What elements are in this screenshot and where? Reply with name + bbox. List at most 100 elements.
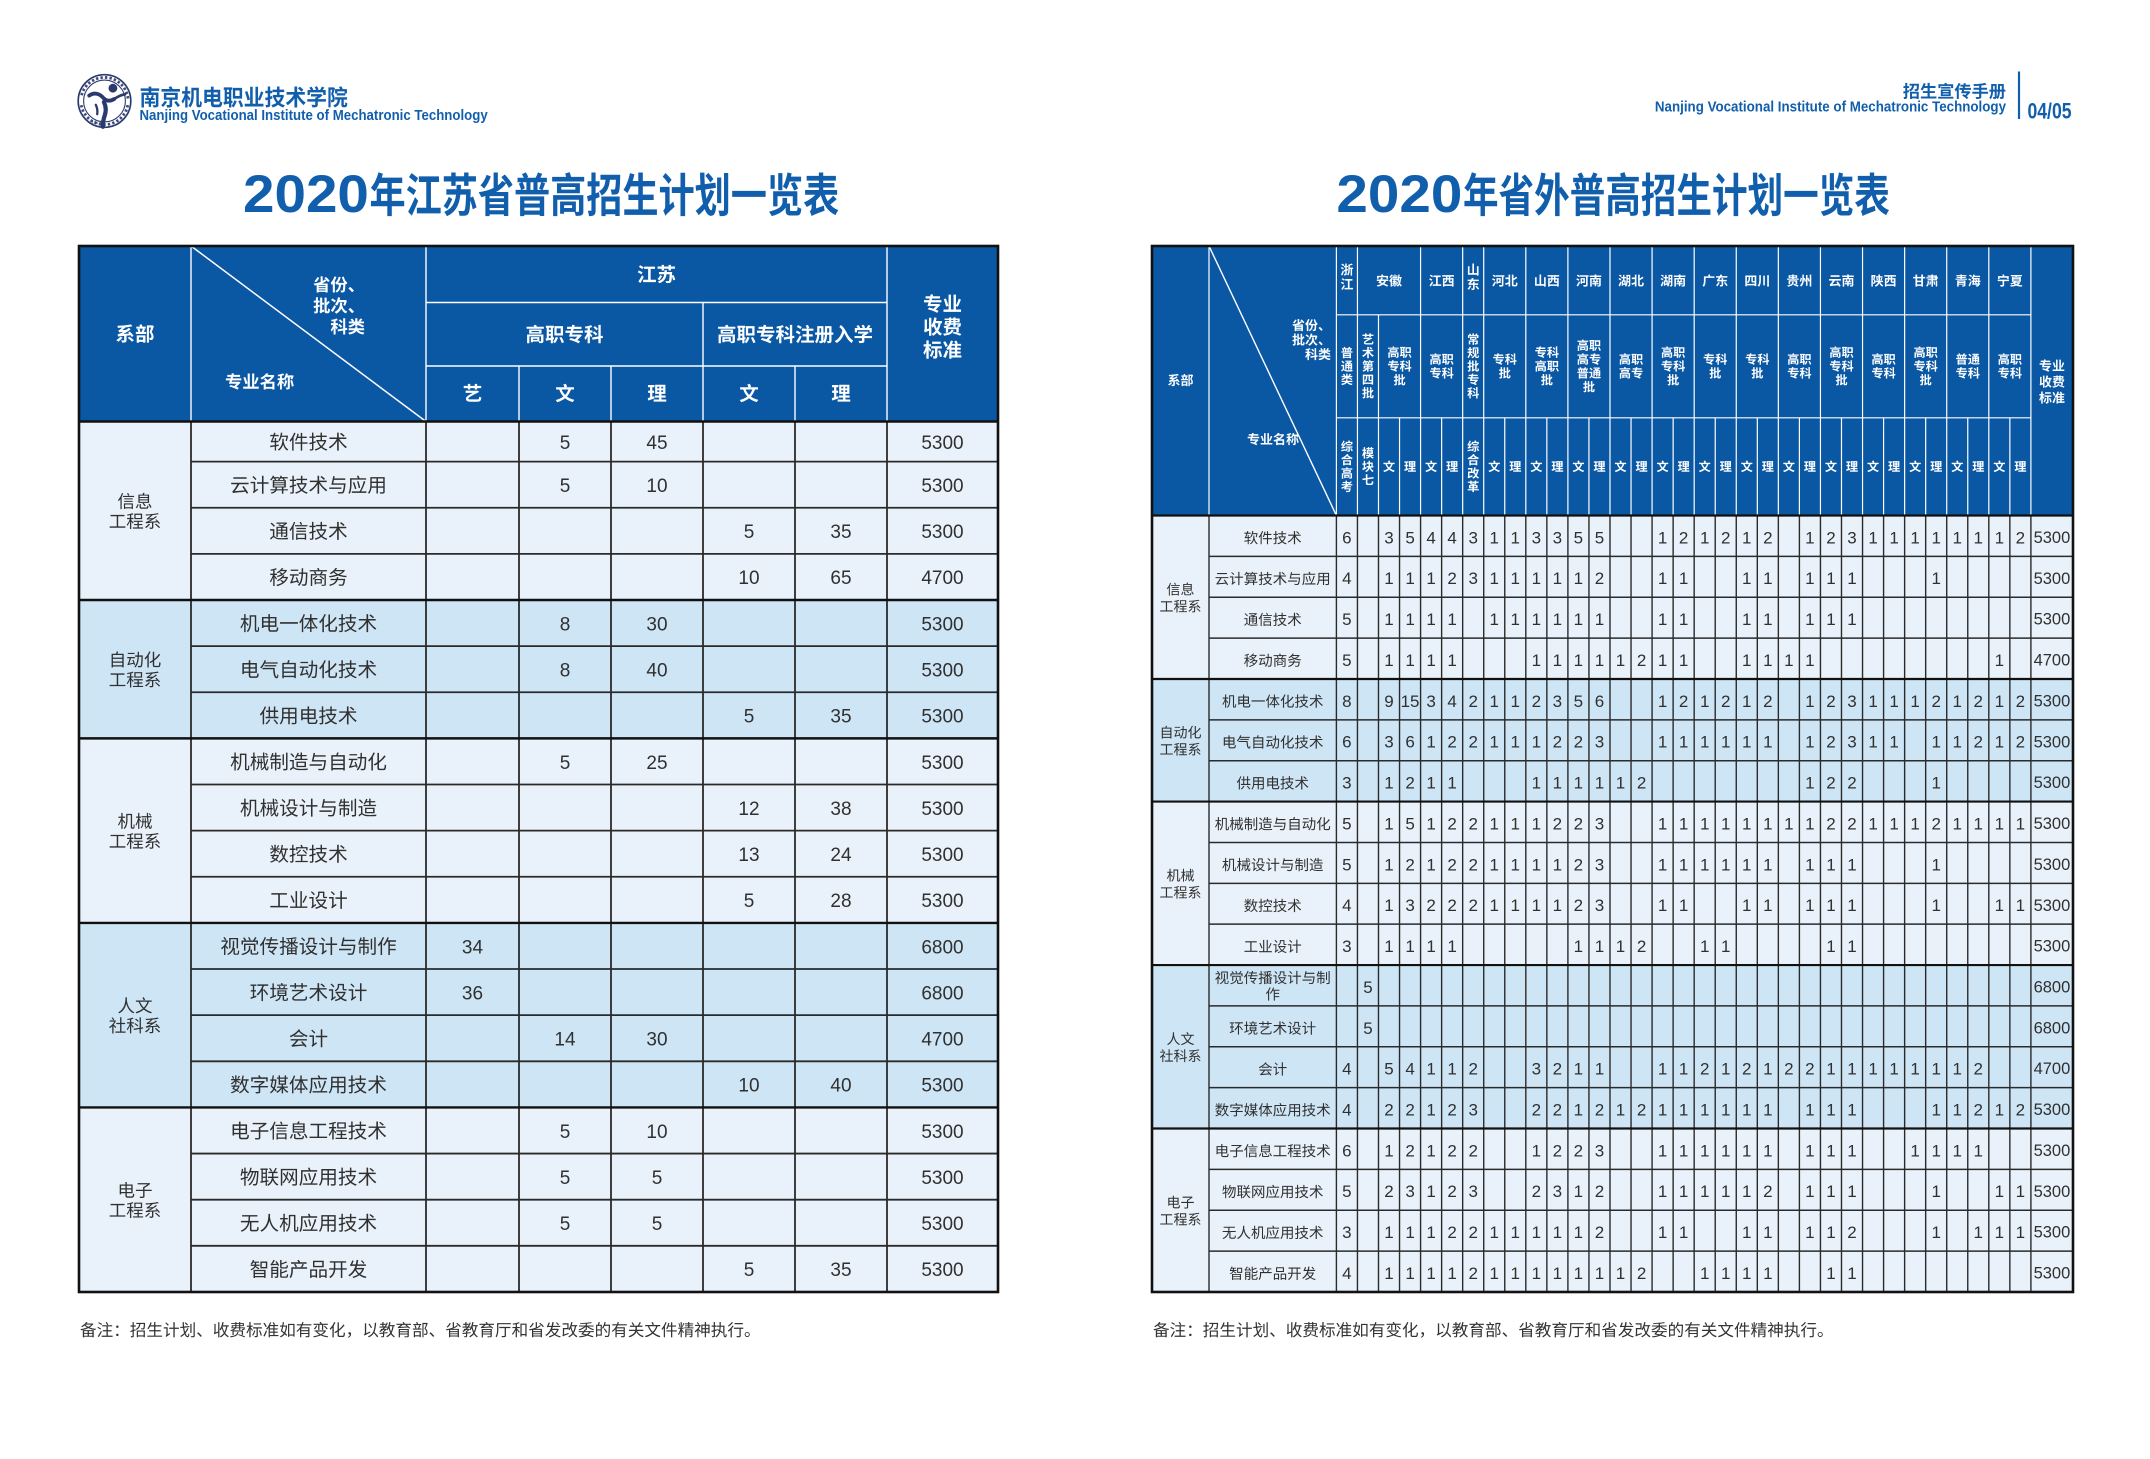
svg-text:1: 1 xyxy=(1889,528,1898,547)
svg-text:1: 1 xyxy=(1405,569,1414,588)
svg-text:4: 4 xyxy=(1405,1060,1414,1079)
svg-text:5: 5 xyxy=(1574,692,1583,711)
svg-text:3: 3 xyxy=(1595,733,1604,752)
svg-text:1: 1 xyxy=(1763,1264,1772,1283)
svg-text:2: 2 xyxy=(1637,937,1646,956)
svg-text:Nanjing Vocational Institute o: Nanjing Vocational Institute of Mechatro… xyxy=(1655,98,2006,115)
svg-text:1: 1 xyxy=(1721,1060,1730,1079)
svg-text:1: 1 xyxy=(1679,896,1688,915)
svg-text:40: 40 xyxy=(646,660,667,681)
svg-text:2: 2 xyxy=(1532,1182,1541,1201)
svg-text:1: 1 xyxy=(1721,733,1730,752)
svg-text:1: 1 xyxy=(1847,855,1856,874)
svg-text:1: 1 xyxy=(1426,1182,1435,1201)
svg-text:1: 1 xyxy=(1574,1182,1583,1201)
svg-text:1: 1 xyxy=(1763,1060,1772,1079)
svg-text:3: 3 xyxy=(1468,528,1477,547)
svg-text:36: 36 xyxy=(462,983,483,1004)
svg-text:1: 1 xyxy=(1805,855,1814,874)
svg-text:1: 1 xyxy=(2016,814,2025,833)
svg-text:5300: 5300 xyxy=(2034,1183,2071,1201)
svg-text:5: 5 xyxy=(560,1168,571,1189)
svg-text:2020: 2020 xyxy=(243,164,369,224)
svg-text:2: 2 xyxy=(1595,1100,1604,1119)
svg-text:1: 1 xyxy=(1889,733,1898,752)
svg-text:1: 1 xyxy=(1532,569,1541,588)
svg-text:1: 1 xyxy=(1511,896,1520,915)
svg-text:2: 2 xyxy=(1784,1060,1793,1079)
svg-text:5300: 5300 xyxy=(921,1260,963,1281)
svg-text:2: 2 xyxy=(1447,733,1456,752)
svg-text:1: 1 xyxy=(1847,610,1856,629)
svg-text:1: 1 xyxy=(1595,651,1604,670)
svg-text:2: 2 xyxy=(1679,692,1688,711)
svg-text:1: 1 xyxy=(1995,733,2004,752)
svg-text:1: 1 xyxy=(1889,1060,1898,1079)
svg-text:5: 5 xyxy=(1342,855,1351,874)
svg-text:1: 1 xyxy=(1616,1100,1625,1119)
svg-text:24: 24 xyxy=(830,845,852,866)
svg-text:6800: 6800 xyxy=(921,937,963,958)
svg-text:5: 5 xyxy=(560,753,571,774)
svg-text:5: 5 xyxy=(1342,651,1351,670)
svg-text:1: 1 xyxy=(1658,814,1667,833)
svg-text:4: 4 xyxy=(1342,1060,1351,1079)
svg-text:1: 1 xyxy=(1742,814,1751,833)
svg-text:1: 1 xyxy=(1805,610,1814,629)
svg-text:1: 1 xyxy=(1805,692,1814,711)
svg-text:8: 8 xyxy=(560,614,571,635)
svg-text:2: 2 xyxy=(1595,569,1604,588)
svg-text:5300: 5300 xyxy=(2034,856,2071,874)
svg-text:5300: 5300 xyxy=(921,1168,963,1189)
svg-text:4: 4 xyxy=(1426,528,1435,547)
svg-text:2: 2 xyxy=(2016,1100,2025,1119)
svg-text:1: 1 xyxy=(1658,610,1667,629)
svg-text:1: 1 xyxy=(1805,896,1814,915)
svg-text:1: 1 xyxy=(1805,569,1814,588)
svg-text:1: 1 xyxy=(1953,528,1962,547)
svg-text:2: 2 xyxy=(1447,1141,1456,1160)
svg-text:2: 2 xyxy=(1468,1060,1477,1079)
svg-text:3: 3 xyxy=(1595,896,1604,915)
svg-text:1: 1 xyxy=(1805,733,1814,752)
svg-text:1: 1 xyxy=(1384,774,1393,793)
svg-text:2: 2 xyxy=(1826,528,1835,547)
svg-text:1: 1 xyxy=(1826,937,1835,956)
svg-text:1: 1 xyxy=(1700,1141,1709,1160)
svg-text:1: 1 xyxy=(1658,1182,1667,1201)
svg-text:04/05: 04/05 xyxy=(2028,100,2072,124)
svg-text:1: 1 xyxy=(1763,569,1772,588)
svg-text:1: 1 xyxy=(1384,855,1393,874)
svg-text:25: 25 xyxy=(646,753,667,774)
svg-text:3: 3 xyxy=(1553,692,1562,711)
svg-text:1: 1 xyxy=(1931,1182,1940,1201)
svg-text:5: 5 xyxy=(560,476,571,497)
svg-text:1: 1 xyxy=(1868,733,1877,752)
svg-text:6800: 6800 xyxy=(2034,1019,2071,1037)
svg-text:1: 1 xyxy=(1679,610,1688,629)
svg-text:1: 1 xyxy=(1658,1100,1667,1119)
svg-text:1: 1 xyxy=(1826,610,1835,629)
svg-text:1: 1 xyxy=(1553,610,1562,629)
svg-text:1: 1 xyxy=(1742,1264,1751,1283)
svg-text:3: 3 xyxy=(1847,692,1856,711)
svg-text:1: 1 xyxy=(1868,692,1877,711)
svg-text:12: 12 xyxy=(738,799,759,820)
svg-text:1: 1 xyxy=(1574,1264,1583,1283)
svg-text:2: 2 xyxy=(1384,1100,1393,1119)
svg-text:1: 1 xyxy=(1742,733,1751,752)
svg-text:5300: 5300 xyxy=(2034,815,2071,833)
svg-text:1: 1 xyxy=(1826,1182,1835,1201)
svg-text:1: 1 xyxy=(1763,1100,1772,1119)
svg-text:1: 1 xyxy=(1658,569,1667,588)
svg-text:1: 1 xyxy=(1742,1141,1751,1160)
svg-text:1: 1 xyxy=(1384,610,1393,629)
svg-text:1: 1 xyxy=(1953,692,1962,711)
svg-text:5: 5 xyxy=(1342,814,1351,833)
svg-text:1: 1 xyxy=(1742,692,1751,711)
svg-text:2: 2 xyxy=(1447,814,1456,833)
svg-text:1: 1 xyxy=(1532,1223,1541,1242)
svg-text:3: 3 xyxy=(1532,528,1541,547)
svg-text:5: 5 xyxy=(744,1260,755,1281)
svg-text:1: 1 xyxy=(1490,692,1499,711)
